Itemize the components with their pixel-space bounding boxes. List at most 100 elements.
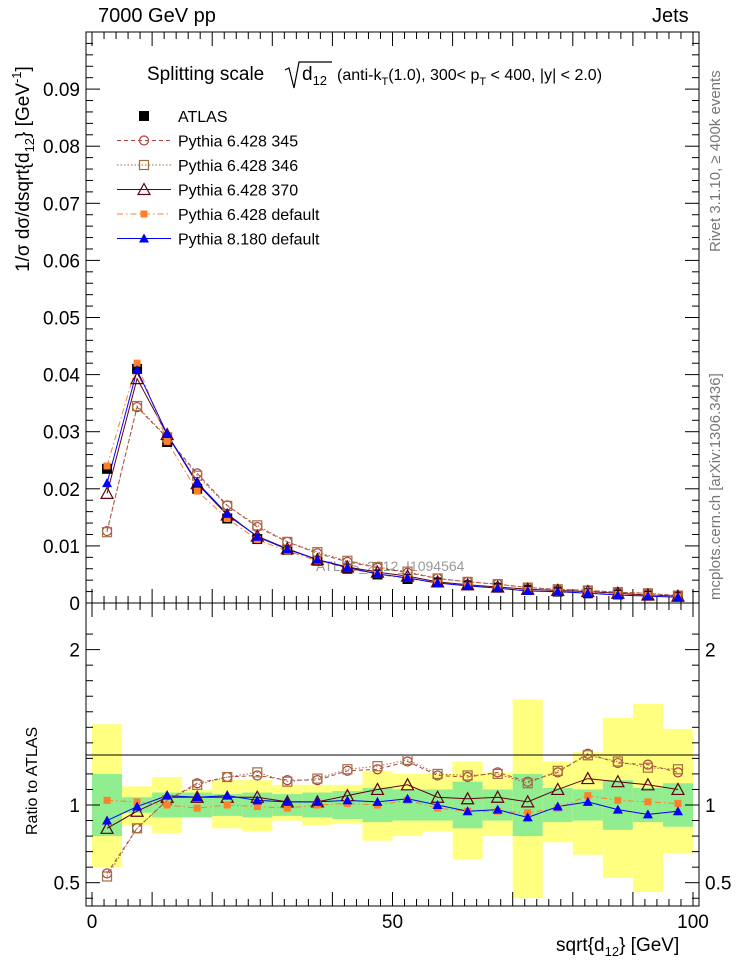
main-data-point	[582, 588, 593, 598]
main-data-point	[133, 359, 141, 367]
main-data-point	[552, 586, 563, 596]
legend-marker	[139, 111, 149, 121]
legend-label: Pythia 6.428 default	[178, 207, 320, 224]
ratio-y-tick-label: 2	[69, 641, 80, 662]
ratio-data-point	[584, 792, 592, 800]
y-tick-label: 0.04	[43, 366, 80, 387]
legend-marker	[139, 233, 149, 243]
ratio-data-point	[520, 794, 535, 808]
x-tick-label: 0	[87, 912, 98, 933]
ratio-series-group	[100, 748, 685, 882]
ratio-data-point	[101, 871, 113, 882]
y-axis-label: 1/σ dσ/dsqrt{d12} [GeV-1]	[9, 66, 37, 272]
ratio-series-line	[106, 795, 679, 821]
main-data-point	[432, 578, 443, 588]
y-tick-label: 0.01	[43, 537, 80, 558]
ratio-data-point	[402, 754, 413, 766]
x-tick-label: 50	[382, 912, 403, 933]
main-data-point	[130, 371, 145, 385]
main-series-group	[100, 359, 685, 602]
ratio-data-point	[552, 801, 563, 811]
main-data-point	[132, 365, 143, 375]
ratio-data-point	[612, 804, 623, 814]
ratio-data-point	[492, 804, 503, 814]
ratio-y-tick-label-right: 2	[705, 641, 716, 662]
ratio-y-tick-label-right: 0.5	[705, 874, 731, 895]
ratio-uncertainty-bands	[92, 699, 693, 899]
ratio-data-point	[372, 761, 383, 772]
ratio-data-point	[192, 792, 203, 802]
ratio-data-point	[103, 796, 111, 804]
main-data-point	[312, 554, 323, 564]
ratio-data-point	[372, 796, 383, 806]
main-data-point	[342, 562, 353, 572]
ratio-data-point	[102, 815, 113, 825]
y-tick-label: 0.03	[43, 423, 80, 444]
ratio-data-point	[252, 795, 263, 805]
axis-ticks: 0 0.01 0.02 0.03 0.04 0.05 0.06 0.07 0.08 0.09 0.5…	[43, 32, 731, 933]
ratio-data-point	[462, 806, 473, 816]
main-data-point	[492, 583, 503, 593]
ratio-data-point	[610, 774, 625, 788]
legend-label: Pythia 8.180 default	[178, 232, 320, 249]
stat-uncertainty-band	[452, 781, 483, 829]
ratio-data-point	[640, 777, 655, 791]
ratio-data-point	[132, 801, 143, 811]
ratio-data-point	[582, 750, 593, 761]
y-tick-label: 0.09	[43, 80, 80, 101]
ratio-data-point	[580, 771, 595, 785]
ratio-data-point	[100, 821, 115, 834]
main-data-point	[162, 428, 173, 438]
ratio-data-point	[612, 756, 623, 767]
legend-label: Pythia 6.428 370	[178, 183, 298, 200]
main-data-point	[163, 437, 171, 445]
ratio-data-point	[644, 798, 652, 806]
main-data-point	[131, 400, 143, 412]
ratio-data-point	[460, 791, 475, 805]
ratio-data-point	[550, 782, 565, 796]
ratio-data-point	[312, 773, 323, 784]
ratio-data-point	[492, 768, 503, 780]
main-data-point	[642, 591, 653, 601]
main-data-point	[522, 586, 533, 596]
ratio-y-tick-label: 0.5	[54, 874, 80, 895]
analysis-watermark: ATLAS_2012_I1094564	[316, 558, 465, 574]
sqrt-symbol	[284, 61, 332, 89]
legend-marker	[138, 159, 150, 171]
chart-title: Splitting scale	[147, 64, 264, 85]
ratio-data-point	[400, 777, 415, 791]
legend-marker	[136, 182, 152, 196]
ratio-data-point	[252, 767, 263, 778]
ratio-data-point	[163, 801, 171, 809]
ratio-data-point	[222, 771, 233, 783]
y-tick-label: 0	[69, 594, 80, 615]
ratio-data-point	[370, 782, 385, 796]
ratio-data-point	[432, 800, 443, 809]
ratio-data-point	[193, 804, 201, 812]
ratio-data-point	[670, 782, 685, 796]
y-tick-label: 0.07	[43, 194, 80, 215]
ratio-data-point	[490, 789, 505, 803]
energy-label: 7000 GeV pp	[98, 5, 216, 27]
ratio-data-point	[432, 768, 443, 780]
main-data-point	[402, 572, 413, 582]
ratio-data-point	[342, 795, 353, 805]
main-data-point	[102, 478, 113, 488]
ratio-series-line	[107, 795, 678, 814]
legend-label: ATLAS	[178, 109, 228, 126]
legend: ATLAS Pythia 6.428 345 Pythia 6.428 346 Pyt…	[117, 109, 320, 249]
x-tick-label: 100	[677, 912, 709, 933]
ratio-data-point	[162, 790, 173, 800]
ratio-data-point	[642, 809, 653, 819]
y-tick-label: 0.02	[43, 480, 80, 501]
main-data-point	[100, 486, 115, 499]
ratio-data-point	[614, 796, 622, 804]
legend-marker	[138, 135, 150, 146]
title-d12: d12	[302, 64, 327, 88]
ratio-data-point	[283, 804, 291, 812]
y-tick-label: 0.08	[43, 137, 80, 158]
legend-label: Pythia 6.428 346	[178, 158, 298, 175]
process-label: Jets	[652, 5, 689, 27]
ratio-data-point	[672, 806, 683, 816]
